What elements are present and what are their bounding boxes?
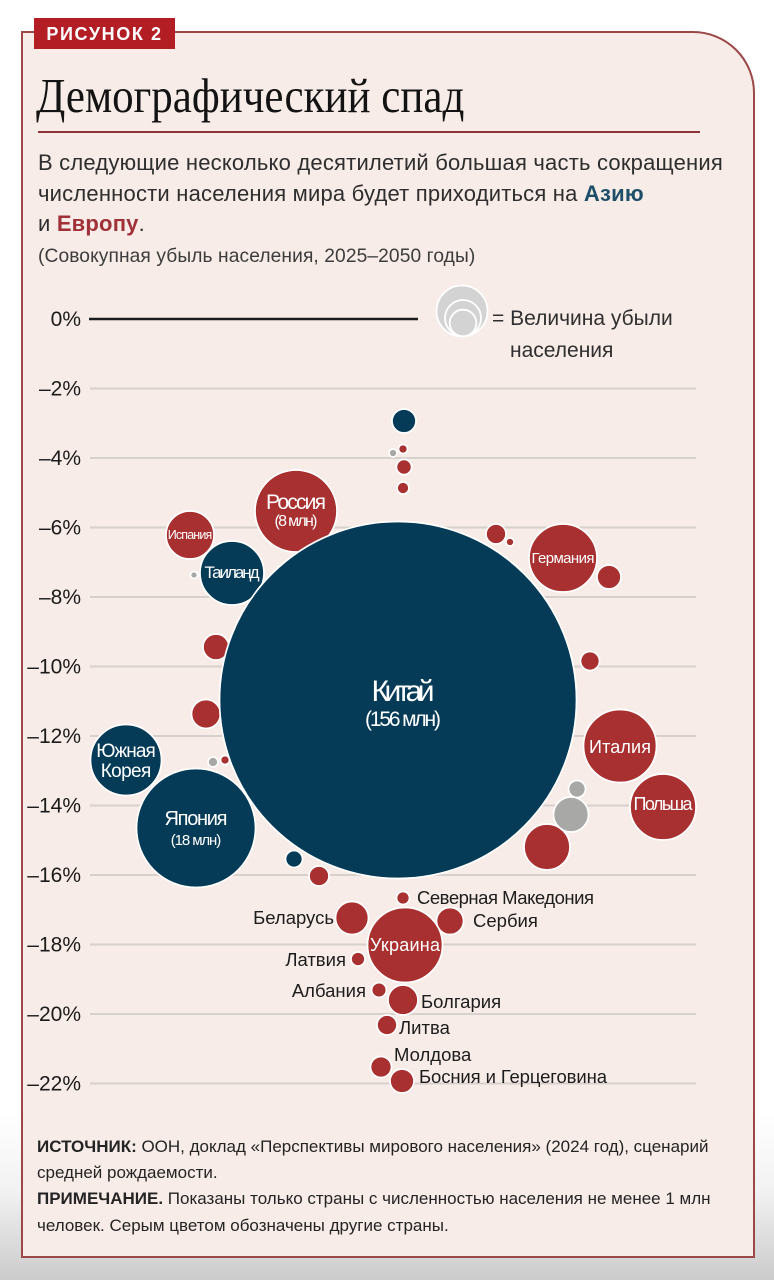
svg-text:–22%: –22%: [27, 1073, 81, 1096]
svg-text:Болгария: Болгария: [421, 991, 501, 1012]
svg-text:Корея: Корея: [101, 761, 152, 782]
svg-text:Сербия: Сербия: [473, 910, 538, 931]
svg-text:(156 млн): (156 млн): [365, 708, 441, 731]
svg-text:–16%: –16%: [27, 864, 81, 887]
svg-text:–12%: –12%: [27, 725, 81, 748]
svg-text:Южная: Южная: [96, 741, 156, 762]
svg-text:Германия: Германия: [532, 550, 595, 567]
svg-text:Польша: Польша: [634, 794, 694, 814]
svg-text:Латвия: Латвия: [285, 949, 346, 970]
svg-text:Северная Македония: Северная Македония: [417, 887, 594, 908]
svg-text:Китай: Китай: [372, 675, 435, 708]
svg-text:Литва: Литва: [399, 1017, 451, 1038]
svg-text:(8 млн): (8 млн): [275, 513, 318, 530]
svg-text:–18%: –18%: [27, 934, 81, 957]
svg-text:Таиланд: Таиланд: [205, 563, 260, 582]
svg-text:–6%: –6%: [39, 517, 81, 540]
svg-text:–14%: –14%: [27, 795, 81, 818]
svg-text:–8%: –8%: [39, 586, 81, 609]
svg-text:Беларусь: Беларусь: [253, 907, 334, 928]
svg-text:–20%: –20%: [27, 1003, 81, 1026]
svg-text:Босния и Герцеговина: Босния и Герцеговина: [419, 1066, 608, 1087]
svg-text:Россия: Россия: [266, 491, 326, 514]
svg-text:Испания: Испания: [168, 528, 213, 542]
svg-text:= Величина убыли: = Величина убыли: [492, 307, 673, 330]
svg-text:Италия: Италия: [589, 737, 651, 757]
svg-text:Украина: Украина: [370, 935, 441, 955]
svg-text:Албания: Албания: [292, 980, 366, 1001]
svg-text:Япония: Япония: [165, 808, 228, 830]
svg-text:–4%: –4%: [39, 447, 81, 470]
svg-text:населения: населения: [510, 339, 613, 362]
svg-text:–10%: –10%: [27, 656, 81, 679]
svg-text:Молдова: Молдова: [394, 1044, 472, 1065]
svg-text:–2%: –2%: [39, 378, 81, 401]
svg-text:0%: 0%: [51, 308, 81, 331]
svg-text:(18 млн): (18 млн): [171, 832, 222, 849]
